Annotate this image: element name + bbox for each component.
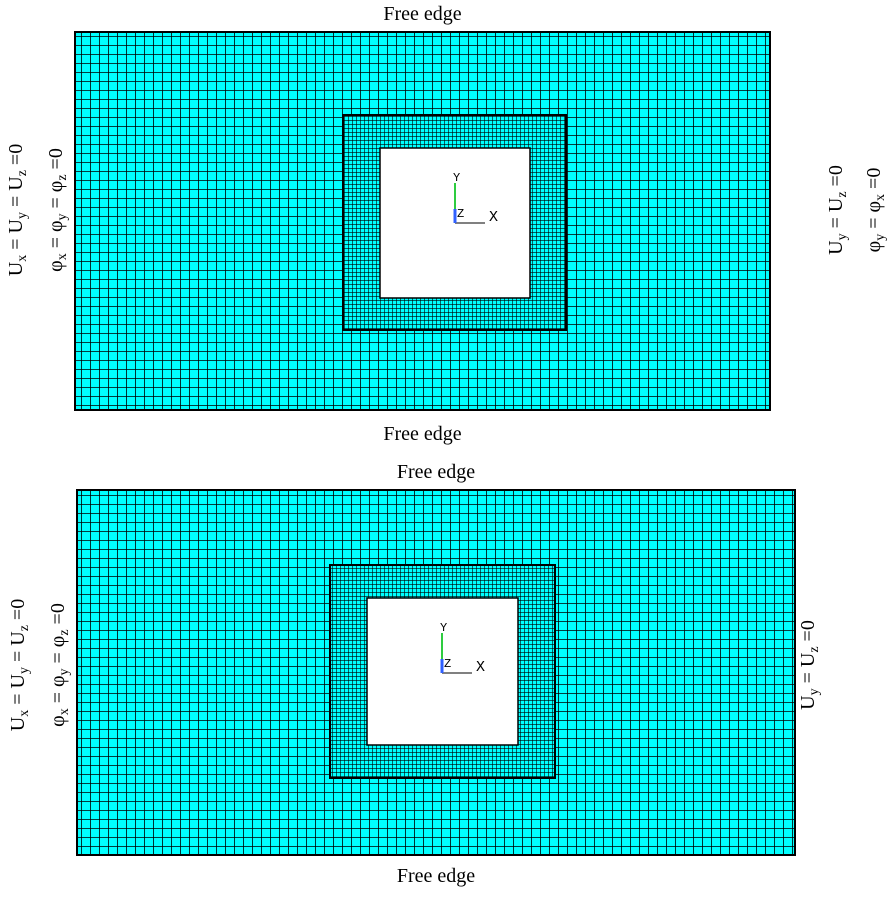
symbol: φ [863, 241, 885, 253]
symbol: = U [7, 673, 29, 709]
axis-x-label: X [489, 209, 498, 226]
symbol: =0 [47, 603, 69, 629]
symbol: = φ [863, 201, 885, 234]
top-label: Free edge [397, 461, 475, 483]
subscript: x [55, 253, 70, 260]
boundary-condition: Ux = Uy = Uz =0 [5, 144, 30, 276]
boundary-condition: φy = φx =0 [863, 168, 888, 253]
symbol: = φ [45, 181, 67, 214]
subscript: x [15, 255, 30, 262]
axis-z-label: Z [444, 657, 451, 671]
subscript: y [807, 688, 822, 695]
symbol: =0 [5, 144, 27, 170]
subscript: y [835, 233, 850, 240]
subscript: y [55, 213, 70, 220]
top-label: Free edge [383, 3, 461, 25]
boundary-condition: Uy = Uz =0 [825, 165, 850, 255]
boundary-condition: φx = φy = φz =0 [47, 603, 72, 727]
symbol: = φ [47, 675, 69, 708]
symbol: =0 [45, 148, 67, 174]
subscript: x [57, 708, 72, 715]
subscript: y [57, 668, 72, 675]
symbol: =0 [7, 599, 29, 625]
symbol: = φ [47, 636, 69, 669]
symbol: φ [45, 260, 67, 272]
subscript: y [15, 212, 30, 219]
bottom-label: Free edge [383, 423, 461, 445]
symbol: = U [5, 176, 27, 212]
subscript: x [873, 194, 888, 201]
subscript: y [17, 667, 32, 674]
subscript: x [17, 710, 32, 717]
axis-y-label: Y [440, 621, 447, 635]
axis-y-label: Y [453, 171, 460, 185]
axis-z-label: Z [457, 207, 464, 221]
figure: Free edgeFree edgeUx = Uy = Uz =0φx = φy… [0, 0, 893, 897]
symbol: =0 [797, 620, 819, 646]
symbol: = U [825, 197, 847, 233]
symbol: = U [5, 218, 27, 254]
boundary-condition: φx = φy = φz =0 [45, 148, 70, 272]
boundary-condition: Uy = Uz =0 [797, 620, 822, 710]
symbol: U [7, 716, 29, 731]
bottom-label: Free edge [397, 865, 475, 887]
symbol: U [825, 240, 847, 255]
symbol: = φ [45, 220, 67, 253]
axis-x-label: X [476, 659, 485, 676]
boundary-condition: Ux = Uy = Uz =0 [7, 599, 32, 731]
symbol: = U [797, 652, 819, 688]
symbol: U [797, 695, 819, 710]
symbol: =0 [825, 165, 847, 191]
subscript: y [873, 234, 888, 241]
symbol: = U [7, 631, 29, 667]
symbol: =0 [863, 168, 885, 194]
symbol: U [5, 261, 27, 276]
symbol: φ [47, 715, 69, 727]
